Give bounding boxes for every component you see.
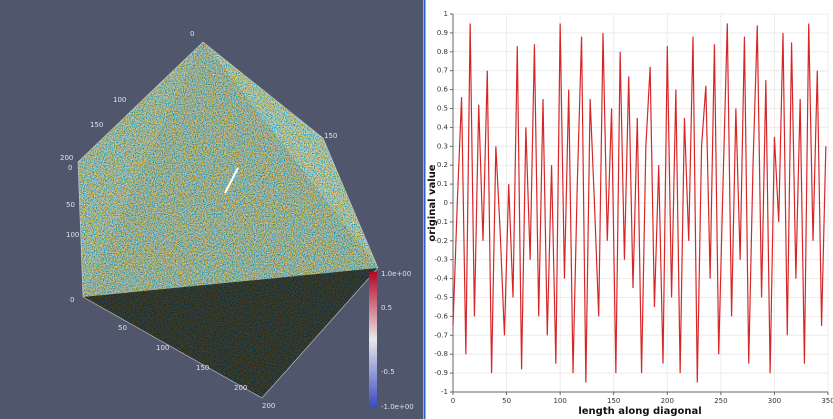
y-tick-label: -0.7 bbox=[434, 331, 448, 339]
axis-label: 200 bbox=[234, 384, 247, 392]
colorbar-label: -1.0e+00 bbox=[381, 403, 414, 411]
y-tick-label: 0.8 bbox=[437, 48, 448, 56]
axis-label: 100 bbox=[113, 96, 126, 104]
y-tick-label: 0.5 bbox=[437, 105, 448, 113]
y-tick-label: -0.6 bbox=[434, 312, 448, 320]
y-tick-label: -0.8 bbox=[434, 350, 448, 358]
x-tick-label: 100 bbox=[553, 397, 566, 405]
y-tick-label: 0 bbox=[444, 199, 448, 207]
x-tick-label: 200 bbox=[661, 397, 674, 405]
y-tick-label: -0.5 bbox=[434, 294, 448, 302]
y-tick-label: -0.3 bbox=[434, 256, 448, 264]
y-tick-label: -1 bbox=[441, 388, 448, 396]
y-tick-label: 0.4 bbox=[437, 123, 449, 131]
colorbar bbox=[369, 272, 377, 407]
line-chart-view: original value length along diagonal 1 0.… bbox=[423, 0, 833, 419]
x-tick-label: 300 bbox=[768, 397, 781, 405]
y-axis-title: original value bbox=[427, 164, 438, 241]
axis-label: 0 bbox=[190, 30, 194, 38]
axis-label: 0 bbox=[70, 296, 74, 304]
axis-label: 50 bbox=[118, 324, 127, 332]
x-tick-label: 350 bbox=[821, 397, 833, 405]
axis-label: 200 bbox=[262, 402, 275, 410]
y-tick-label: 0.1 bbox=[437, 180, 448, 188]
y-tick-label: 0.9 bbox=[437, 29, 448, 37]
y-tick-label: 0.3 bbox=[437, 142, 448, 150]
axis-label: 50 bbox=[66, 201, 75, 209]
colorbar-label: 0.5 bbox=[381, 304, 392, 312]
axis-label: 150 bbox=[324, 132, 337, 140]
x-axis-title: length along diagonal bbox=[578, 406, 701, 417]
x-tick-label: 150 bbox=[607, 397, 620, 405]
y-tick-label: -0.9 bbox=[434, 369, 448, 377]
data-line bbox=[452, 23, 827, 383]
axis-label: 200 bbox=[60, 154, 73, 162]
y-tick-label: -0.2 bbox=[434, 237, 448, 245]
colorbar-label: 1.0e+00 bbox=[381, 270, 411, 278]
y-tick-label: 1 bbox=[444, 10, 448, 18]
y-tick-label: 0.2 bbox=[437, 161, 448, 169]
x-tick-label: 50 bbox=[502, 397, 511, 405]
colorbar-label: -0.5 bbox=[381, 368, 395, 376]
axis-label: 100 bbox=[66, 231, 79, 239]
axis-label: 150 bbox=[196, 364, 209, 372]
x-tick-label: 250 bbox=[714, 397, 727, 405]
x-tick-label: 0 bbox=[451, 397, 455, 405]
y-tick-label: 0.6 bbox=[437, 86, 449, 94]
y-tick-label: -0.4 bbox=[434, 275, 448, 283]
axis-label: 150 bbox=[90, 121, 103, 129]
axis-label: 0 bbox=[68, 164, 72, 172]
y-tick-label: 0.7 bbox=[437, 67, 448, 75]
render-view: 1.0e+00 0.5 -0.5 -1.0e+00 0 100 150 200 … bbox=[0, 0, 423, 419]
axis-label: 100 bbox=[156, 344, 169, 352]
y-tick-label: -0.1 bbox=[434, 218, 448, 226]
octahedron bbox=[77, 41, 379, 399]
